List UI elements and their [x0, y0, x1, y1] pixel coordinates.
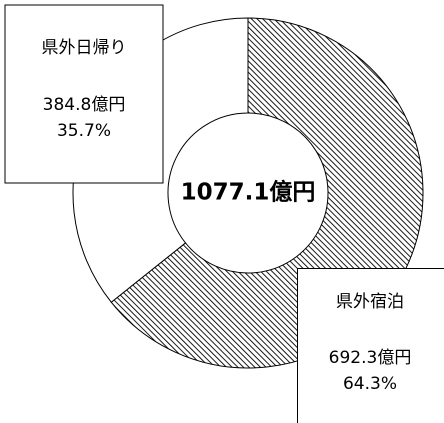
- percent-label: 35.7%: [57, 121, 111, 141]
- label-box: [4, 4, 164, 184]
- percent-label: 64.3%: [343, 374, 397, 394]
- value-label: 384.8億円: [43, 95, 126, 115]
- center-label: 1077.1億円: [181, 179, 316, 206]
- value-label: 692.3億円: [329, 348, 412, 368]
- label-box: [297, 268, 444, 423]
- category-label: 県外日帰り: [42, 38, 127, 58]
- label-box-border: [297, 268, 444, 423]
- category-label: 県外宿泊: [336, 292, 404, 312]
